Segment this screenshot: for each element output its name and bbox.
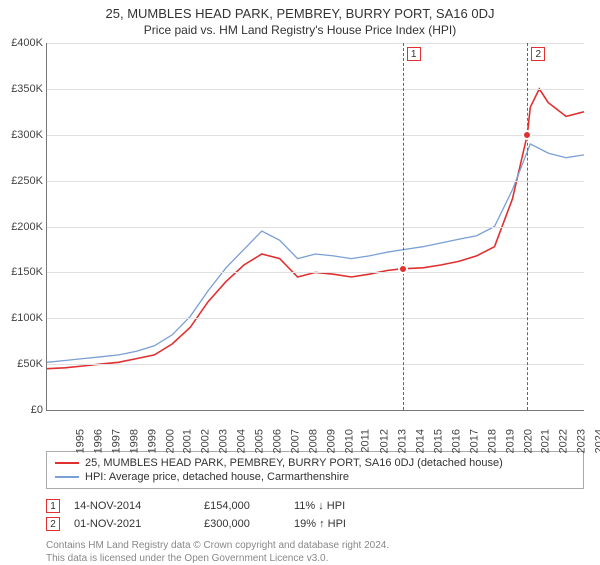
x-tick-label: 1998	[128, 429, 140, 453]
title-main: 25, MUMBLES HEAD PARK, PEMBREY, BURRY PO…	[10, 6, 590, 21]
x-tick-label: 2019	[504, 429, 516, 453]
legend-row: 25, MUMBLES HEAD PARK, PEMBREY, BURRY PO…	[55, 456, 575, 470]
event-dot	[398, 264, 408, 274]
gridline	[47, 135, 584, 136]
x-tick-label: 2008	[307, 429, 319, 453]
event-num: 2	[46, 517, 60, 531]
x-tick-label: 1995	[74, 429, 86, 453]
x-tick-label: 2011	[360, 429, 372, 453]
event-delta: 19% ↑ HPI	[294, 518, 404, 530]
x-tick-label: 2010	[343, 429, 355, 453]
y-tick-label: £0	[1, 404, 43, 416]
y-tick-label: £300K	[1, 129, 43, 141]
legend-row: HPI: Average price, detached house, Carm…	[55, 470, 575, 484]
event-line	[403, 43, 404, 410]
event-table-row: 1 14-NOV-2014£154,00011% ↓ HPI	[46, 497, 584, 515]
event-date: 01-NOV-2021	[74, 518, 204, 530]
gridline	[47, 43, 584, 44]
gridline	[47, 227, 584, 228]
y-tick-label: £200K	[1, 221, 43, 233]
series-property	[47, 89, 584, 369]
x-tick-label: 2014	[415, 429, 427, 453]
x-tick-label: 1997	[110, 429, 122, 453]
event-num: 1	[46, 499, 60, 513]
x-tick-label: 2009	[325, 429, 337, 453]
legend-swatch	[55, 476, 79, 478]
event-price: £300,000	[204, 518, 294, 530]
event-table-row: 2 01-NOV-2021£300,00019% ↑ HPI	[46, 515, 584, 533]
x-tick-label: 2012	[379, 429, 391, 453]
gridline	[47, 272, 584, 273]
x-tick-label: 2006	[271, 429, 283, 453]
gridline	[47, 318, 584, 319]
footer-line-2: This data is licensed under the Open Gov…	[46, 552, 584, 565]
x-tick-label: 2017	[468, 429, 480, 453]
event-dot	[522, 130, 532, 140]
legend-swatch	[55, 462, 79, 464]
x-axis-labels: 1995199619971998199920002001200220032004…	[46, 411, 584, 445]
x-tick-label: 2005	[253, 429, 265, 453]
series-hpi	[47, 144, 584, 362]
x-tick-label: 2016	[450, 429, 462, 453]
x-tick-label: 2002	[200, 429, 212, 453]
x-tick-label: 1996	[92, 429, 104, 453]
gridline	[47, 364, 584, 365]
footer-line-1: Contains HM Land Registry data © Crown c…	[46, 539, 584, 552]
y-tick-label: £400K	[1, 37, 43, 49]
plot-area: £0£50K£100K£150K£200K£250K£300K£350K£400…	[46, 43, 584, 411]
event-line	[527, 43, 528, 410]
x-tick-label: 2018	[486, 429, 498, 453]
x-tick-label: 2000	[164, 429, 176, 453]
x-tick-label: 1999	[146, 429, 158, 453]
gridline	[47, 89, 584, 90]
chart-titles: 25, MUMBLES HEAD PARK, PEMBREY, BURRY PO…	[0, 0, 600, 39]
x-tick-label: 2007	[289, 429, 301, 453]
event-marker-box: 1	[407, 47, 421, 61]
legend-label: HPI: Average price, detached house, Carm…	[85, 471, 349, 483]
footer-attribution: Contains HM Land Registry data © Crown c…	[46, 539, 584, 565]
x-tick-label: 2022	[558, 429, 570, 453]
x-tick-label: 2021	[540, 429, 552, 453]
y-tick-label: £50K	[1, 358, 43, 370]
y-tick-label: £350K	[1, 83, 43, 95]
x-tick-label: 2023	[576, 429, 588, 453]
x-tick-label: 2001	[182, 429, 194, 453]
event-delta: 11% ↓ HPI	[294, 500, 404, 512]
event-date: 14-NOV-2014	[74, 500, 204, 512]
event-price: £154,000	[204, 500, 294, 512]
y-tick-label: £250K	[1, 175, 43, 187]
x-tick-label: 2020	[522, 429, 534, 453]
gridline	[47, 181, 584, 182]
y-tick-label: £100K	[1, 312, 43, 324]
event-marker-box: 2	[531, 47, 545, 61]
y-tick-label: £150K	[1, 266, 43, 278]
legend: 25, MUMBLES HEAD PARK, PEMBREY, BURRY PO…	[46, 451, 584, 489]
x-tick-label: 2013	[397, 429, 409, 453]
x-tick-label: 2015	[432, 429, 444, 453]
x-tick-label: 2004	[236, 429, 248, 453]
x-tick-label: 2003	[218, 429, 230, 453]
title-sub: Price paid vs. HM Land Registry's House …	[10, 23, 590, 37]
x-tick-label: 2024	[594, 429, 600, 453]
legend-label: 25, MUMBLES HEAD PARK, PEMBREY, BURRY PO…	[85, 457, 503, 469]
events-table: 1 14-NOV-2014£154,00011% ↓ HPI 2 01-NOV-202…	[46, 497, 584, 533]
